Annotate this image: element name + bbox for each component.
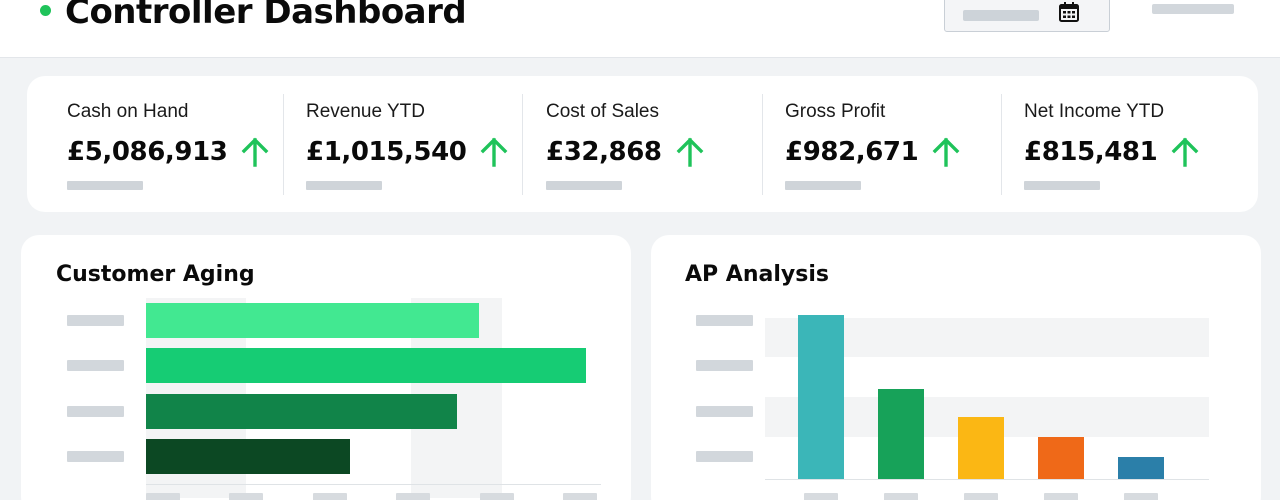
kpi-value: £982,671 (785, 137, 919, 167)
category-label-placeholder (67, 451, 124, 462)
kpi-value-row: £5,086,913 (67, 137, 269, 167)
date-range-placeholder (963, 10, 1039, 21)
kpi-revenue-ytd[interactable]: Revenue YTD £1,015,540 (266, 76, 508, 212)
category-label-placeholder (67, 406, 124, 417)
kpi-label: Gross Profit (785, 101, 886, 122)
aging-bar-4[interactable] (146, 439, 350, 474)
kpi-divider (762, 94, 763, 195)
kpi-value-row: £982,671 (785, 137, 960, 167)
kpi-gross-profit[interactable]: Gross Profit £982,671 (745, 76, 985, 212)
ap-bar-1[interactable] (798, 315, 844, 479)
kpi-sublabel-placeholder (306, 181, 382, 190)
kpi-label: Cash on Hand (67, 101, 189, 122)
category-label-placeholder (67, 315, 124, 326)
header-bar: Controller Dashboard (0, 0, 1280, 58)
ap-bar-4[interactable] (1038, 437, 1084, 479)
axis-tick-placeholder (313, 493, 347, 500)
customer-aging-panel: Customer Aging (21, 235, 631, 500)
ap-analysis-panel: AP Analysis (651, 235, 1261, 500)
trend-up-arrow-icon (932, 137, 960, 167)
kpi-sublabel-placeholder (785, 181, 861, 190)
trend-up-arrow-icon (1171, 137, 1199, 167)
kpi-divider (283, 94, 284, 195)
axis-tick-placeholder (1044, 493, 1078, 500)
axis-label-placeholder (696, 315, 753, 326)
axis-tick-placeholder (480, 493, 514, 500)
kpi-label: Net Income YTD (1024, 101, 1165, 122)
kpi-net-income-ytd[interactable]: Net Income YTD £815,481 (984, 76, 1224, 212)
kpi-value-row: £815,481 (1024, 137, 1199, 167)
kpi-sublabel-placeholder (1024, 181, 1100, 190)
kpi-value: £1,015,540 (306, 137, 467, 167)
date-range-picker[interactable] (944, 0, 1110, 32)
kpi-value-row: £1,015,540 (306, 137, 508, 167)
axis-tick-placeholder (146, 493, 180, 500)
chart-axis-line (765, 479, 1209, 480)
axis-label-placeholder (696, 451, 753, 462)
kpi-divider (522, 94, 523, 195)
trend-up-arrow-icon (242, 137, 269, 167)
aging-bar-3[interactable] (146, 394, 457, 429)
axis-tick-placeholder (563, 493, 597, 500)
axis-tick-placeholder (964, 493, 998, 500)
axis-tick-placeholder (229, 493, 263, 500)
kpi-label: Revenue YTD (306, 101, 425, 122)
kpi-sublabel-placeholder (67, 181, 143, 190)
kpi-value: £32,868 (546, 137, 662, 167)
kpi-sublabel-placeholder (546, 181, 622, 190)
axis-tick-placeholder (396, 493, 430, 500)
kpi-summary-card: Cash on Hand £5,086,913 Revenue YTD £1,0… (27, 76, 1258, 212)
aging-bar-2[interactable] (146, 348, 587, 383)
status-dot-icon (40, 5, 51, 16)
kpi-value-row: £32,868 (546, 137, 704, 167)
axis-tick-placeholder (804, 493, 838, 500)
kpi-cash-on-hand[interactable]: Cash on Hand £5,086,913 (27, 76, 269, 212)
ap-bar-3[interactable] (958, 417, 1004, 479)
panel-title: AP Analysis (685, 262, 829, 287)
ap-bar-2[interactable] (878, 389, 924, 479)
kpi-value: £5,086,913 (67, 137, 228, 167)
kpi-value: £815,481 (1024, 137, 1158, 167)
calendar-icon (1059, 2, 1079, 22)
axis-label-placeholder (696, 360, 753, 371)
aging-bar-1[interactable] (146, 303, 480, 338)
kpi-divider (1001, 94, 1002, 195)
trend-up-arrow-icon (481, 137, 508, 167)
user-menu-placeholder[interactable] (1152, 4, 1234, 14)
ap-bar-5[interactable] (1118, 457, 1164, 479)
category-label-placeholder (67, 360, 124, 371)
axis-tick-placeholder (1124, 493, 1158, 500)
axis-tick-placeholder (884, 493, 918, 500)
panel-title: Customer Aging (56, 262, 255, 287)
kpi-label: Cost of Sales (546, 101, 659, 122)
trend-up-arrow-icon (676, 137, 704, 167)
axis-label-placeholder (696, 406, 753, 417)
kpi-cost-of-sales[interactable]: Cost of Sales £32,868 (506, 76, 746, 212)
chart-axis-line (146, 484, 601, 485)
page-title: Controller Dashboard (65, 0, 467, 32)
